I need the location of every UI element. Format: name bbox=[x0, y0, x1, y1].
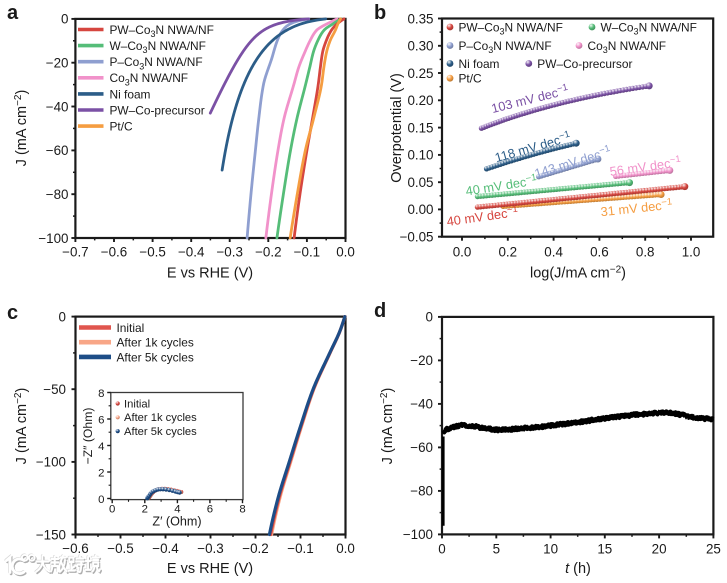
svg-text:PW–Co-precursor: PW–Co-precursor bbox=[537, 57, 632, 71]
svg-text:−100: −100 bbox=[38, 231, 68, 246]
svg-text:4: 4 bbox=[98, 441, 104, 453]
svg-text:2: 2 bbox=[142, 504, 148, 516]
svg-text:a: a bbox=[7, 2, 19, 24]
svg-text:P–Co3N NWA/NF: P–Co3N NWA/NF bbox=[459, 39, 552, 55]
svg-text:8: 8 bbox=[239, 504, 245, 516]
svg-text:PW–Co-precursor: PW–Co-precursor bbox=[110, 103, 205, 117]
svg-text:−60: −60 bbox=[410, 440, 433, 455]
svg-text:5: 5 bbox=[493, 542, 500, 557]
svg-text:E vs RHE (V): E vs RHE (V) bbox=[167, 266, 253, 282]
svg-text:t (h): t (h) bbox=[565, 561, 591, 577]
svg-text:0.0: 0.0 bbox=[336, 245, 355, 260]
svg-text:Co3N NWA/NF: Co3N NWA/NF bbox=[588, 39, 667, 55]
svg-text:W–Co3N NWA/NF: W–Co3N NWA/NF bbox=[110, 39, 206, 55]
svg-text:−40: −40 bbox=[46, 99, 69, 114]
svg-text:After 5k cycles: After 5k cycles bbox=[117, 350, 194, 364]
svg-text:−0.2: −0.2 bbox=[255, 245, 281, 260]
svg-text:0.25: 0.25 bbox=[407, 66, 433, 81]
svg-text:Overpotential (V): Overpotential (V) bbox=[389, 73, 405, 183]
svg-text:0.4: 0.4 bbox=[544, 245, 563, 260]
svg-text:4: 4 bbox=[174, 504, 180, 516]
svg-text:−0.3: −0.3 bbox=[197, 541, 223, 556]
svg-text:−40: −40 bbox=[410, 397, 433, 412]
svg-text:−80: −80 bbox=[410, 484, 433, 499]
svg-text:−150: −150 bbox=[36, 527, 66, 542]
svg-text:−0.5: −0.5 bbox=[107, 541, 133, 556]
svg-text:6: 6 bbox=[207, 504, 213, 516]
svg-text:Pt/C: Pt/C bbox=[110, 120, 134, 134]
svg-text:Ni foam: Ni foam bbox=[459, 57, 500, 71]
svg-text:0: 0 bbox=[426, 310, 433, 325]
svg-text:Initial: Initial bbox=[124, 398, 150, 410]
svg-text:0: 0 bbox=[438, 542, 445, 557]
svg-text:0.0: 0.0 bbox=[336, 541, 355, 556]
svg-text:−20: −20 bbox=[46, 56, 69, 71]
svg-text:d: d bbox=[374, 300, 386, 322]
svg-text:−Z″ (Ohm): −Z″ (Ohm) bbox=[81, 408, 95, 465]
svg-text:W–Co3N NWA/NF: W–Co3N NWA/NF bbox=[601, 20, 697, 36]
svg-text:log(J/mA cm−2): log(J/mA cm−2) bbox=[530, 265, 626, 282]
svg-text:Z′ (Ohm): Z′ (Ohm) bbox=[152, 515, 201, 529]
svg-text:−0.1: −0.1 bbox=[294, 245, 320, 260]
svg-text:31 mV dec−1: 31 mV dec−1 bbox=[600, 196, 673, 219]
svg-text:−0.05: −0.05 bbox=[400, 230, 434, 245]
svg-text:b: b bbox=[374, 2, 386, 24]
svg-text:PW–Co3N NWA/NF: PW–Co3N NWA/NF bbox=[459, 20, 563, 36]
svg-text:−0.4: −0.4 bbox=[178, 245, 205, 260]
svg-text:2: 2 bbox=[98, 467, 104, 479]
svg-text:0.2: 0.2 bbox=[498, 245, 517, 260]
svg-text:10: 10 bbox=[543, 542, 558, 557]
svg-text:c: c bbox=[7, 302, 18, 324]
svg-text:Ni foam: Ni foam bbox=[110, 87, 151, 101]
svg-text:After 1k cycles: After 1k cycles bbox=[117, 336, 194, 350]
svg-text:−0.5: −0.5 bbox=[139, 245, 165, 260]
svg-text:0.8: 0.8 bbox=[636, 245, 655, 260]
svg-text:Pt/C: Pt/C bbox=[459, 72, 483, 86]
svg-text:Co3N NWA/NF: Co3N NWA/NF bbox=[110, 71, 189, 87]
svg-text:P–Co3N NWA/NF: P–Co3N NWA/NF bbox=[110, 55, 203, 71]
svg-text:15: 15 bbox=[597, 542, 612, 557]
svg-text:J (mA cm−2): J (mA cm−2) bbox=[13, 90, 30, 167]
svg-text:6: 6 bbox=[98, 414, 104, 426]
svg-text:−0.2: −0.2 bbox=[242, 541, 268, 556]
svg-text:0: 0 bbox=[109, 504, 115, 516]
svg-text:1.0: 1.0 bbox=[682, 245, 701, 260]
svg-text:0.05: 0.05 bbox=[407, 175, 433, 190]
svg-text:−0.3: −0.3 bbox=[216, 245, 242, 260]
svg-text:−20: −20 bbox=[410, 353, 433, 368]
svg-text:−80: −80 bbox=[46, 187, 69, 202]
svg-text:−0.7: −0.7 bbox=[62, 245, 88, 260]
svg-text:J (mA cm−2): J (mA cm−2) bbox=[13, 388, 30, 465]
svg-text:0.30: 0.30 bbox=[407, 39, 433, 54]
svg-text:−0.4: −0.4 bbox=[152, 541, 179, 556]
svg-text:0.10: 0.10 bbox=[407, 148, 433, 163]
svg-text:0.0: 0.0 bbox=[453, 245, 472, 260]
svg-text:−100: −100 bbox=[403, 527, 433, 542]
svg-text:25: 25 bbox=[706, 542, 721, 557]
svg-text:0.20: 0.20 bbox=[407, 93, 433, 108]
svg-text:0: 0 bbox=[98, 494, 104, 506]
svg-text:−0.1: −0.1 bbox=[287, 541, 313, 556]
svg-text:0: 0 bbox=[59, 309, 66, 324]
svg-text:J (mA cm−2): J (mA cm−2) bbox=[379, 388, 396, 465]
svg-text:0.35: 0.35 bbox=[407, 11, 433, 26]
svg-text:Initial: Initial bbox=[117, 321, 145, 335]
svg-text:−0.6: −0.6 bbox=[62, 541, 88, 556]
svg-text:0: 0 bbox=[61, 12, 68, 27]
svg-text:0.6: 0.6 bbox=[590, 245, 609, 260]
svg-text:E vs RHE (V): E vs RHE (V) bbox=[167, 561, 253, 577]
svg-text:After 5k cycles: After 5k cycles bbox=[124, 426, 197, 438]
svg-text:PW–Co3N NWA/NF: PW–Co3N NWA/NF bbox=[110, 23, 214, 39]
svg-text:−100: −100 bbox=[36, 455, 66, 470]
svg-text:20: 20 bbox=[652, 542, 667, 557]
svg-text:0.15: 0.15 bbox=[407, 120, 433, 135]
svg-text:8: 8 bbox=[98, 388, 104, 400]
svg-text:−60: −60 bbox=[46, 143, 69, 158]
svg-text:After 1k cycles: After 1k cycles bbox=[124, 412, 197, 424]
svg-text:0.00: 0.00 bbox=[407, 202, 433, 217]
svg-text:−0.6: −0.6 bbox=[101, 245, 127, 260]
svg-text:−50: −50 bbox=[43, 382, 66, 397]
